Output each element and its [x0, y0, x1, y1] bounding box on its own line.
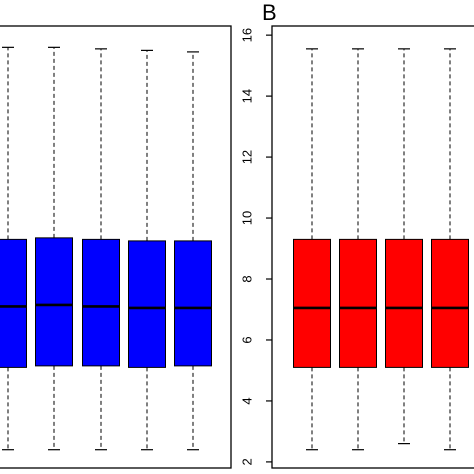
- box-2: [339, 48, 377, 451]
- plot-frame: [271, 25, 474, 469]
- box-2: [35, 46, 73, 451]
- iqr-box: [35, 237, 73, 367]
- panel-b-plot: 2 4 6 8 10 12 14 16: [239, 25, 474, 469]
- box-5: [174, 51, 212, 451]
- plot-frame: [0, 25, 232, 469]
- y-tick-label: 8: [239, 275, 254, 282]
- iqr-box: [174, 240, 212, 367]
- iqr-box: [293, 238, 331, 368]
- y-tick-label: 12: [239, 150, 254, 164]
- box-1: [293, 48, 331, 451]
- iqr-box: [128, 240, 166, 368]
- y-tick-label: 14: [239, 89, 254, 103]
- iqr-box: [339, 238, 377, 368]
- y-tick-label: 10: [239, 211, 254, 225]
- box-3: [385, 48, 423, 445]
- iqr-box: [385, 238, 423, 368]
- y-tick-label: 6: [239, 336, 254, 343]
- y-tick-label: 16: [239, 28, 254, 42]
- box-3: [82, 48, 120, 451]
- box-4: [128, 49, 166, 451]
- panel-a-plot: [0, 25, 232, 469]
- box-4: [431, 48, 469, 451]
- panel-b-label: B: [262, 0, 277, 25]
- y-tick-label: 2: [239, 458, 254, 465]
- box-1: [0, 46, 27, 451]
- iqr-box: [431, 238, 469, 368]
- iqr-box: [0, 238, 27, 368]
- iqr-box: [82, 238, 120, 367]
- y-tick-label: 4: [239, 397, 254, 404]
